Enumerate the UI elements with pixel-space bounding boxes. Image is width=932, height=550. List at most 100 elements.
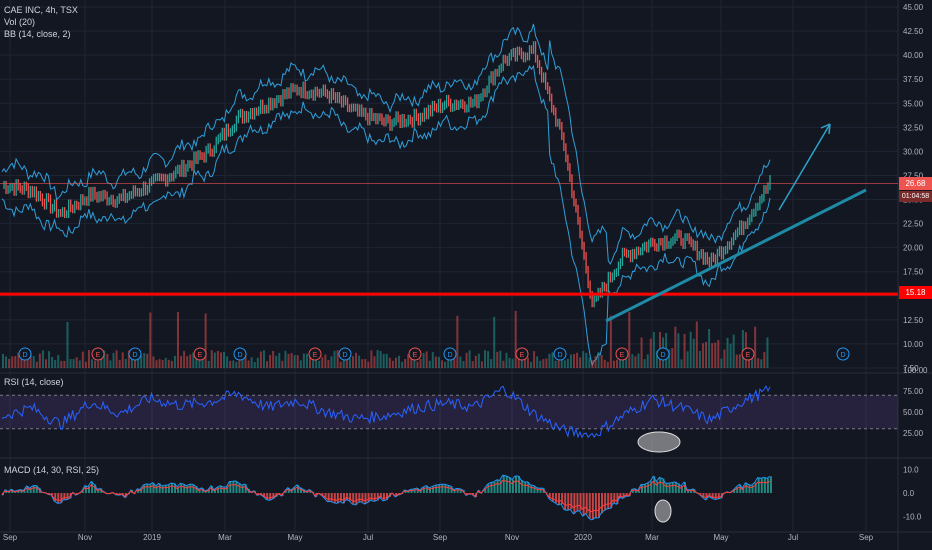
volume-bar (628, 312, 631, 368)
volume-bar (63, 360, 66, 368)
price-tick-label: 22.50 (903, 220, 924, 229)
macd-histogram-bar (429, 487, 432, 493)
macd-histogram-bar (349, 493, 352, 501)
volume-bar (20, 353, 23, 368)
volume-bar (566, 358, 569, 368)
macd-histogram-bar (659, 477, 662, 493)
volume-bar (539, 360, 542, 368)
macd-histogram-bar (554, 493, 557, 503)
symbol-line[interactable]: CAE INC, 4h, TSX (4, 5, 78, 15)
macd-histogram-bar (167, 485, 170, 493)
macd-histogram-bar (739, 484, 742, 493)
bar-countdown: 01:04:58 (899, 191, 932, 202)
volume-bar (698, 350, 701, 368)
macd-histogram-bar (232, 481, 235, 493)
macd-histogram-bar (754, 482, 757, 493)
volume-bar (293, 355, 296, 368)
macd-histogram-bar (453, 489, 456, 493)
macd-histogram-bar (170, 483, 173, 493)
volume-bar (143, 352, 146, 368)
macd-histogram-bar (177, 486, 180, 493)
macd-histogram-bar (573, 493, 576, 514)
earnings-marker (443, 347, 457, 361)
time-tick-label: May (713, 533, 728, 542)
volume-bar (161, 359, 164, 368)
volume-bar (186, 356, 189, 368)
volume-bar (75, 357, 78, 368)
volume-bar (754, 326, 757, 368)
earnings-marker-label: D (237, 352, 242, 359)
earnings-marker (18, 347, 32, 361)
macd-histogram-bar (515, 476, 518, 493)
volume-label[interactable]: Vol (20) (4, 17, 36, 27)
volume-bar (339, 361, 342, 368)
volume-bar (677, 333, 680, 368)
volume-bar (219, 352, 222, 368)
volume-bar (520, 360, 523, 368)
volume-bar (333, 350, 336, 368)
volume-bar (652, 331, 655, 368)
volume-bar (244, 352, 247, 368)
macd-histogram-bar (521, 480, 524, 493)
volume-bar (41, 350, 44, 368)
macd-histogram-bar (91, 481, 94, 493)
macd-histogram-bar (459, 488, 462, 493)
volume-bar (477, 353, 480, 368)
volume-bar (342, 356, 345, 368)
earnings-marker-label: D (840, 352, 845, 359)
macd-legend[interactable]: MACD (14, 30, RSI, 25) (4, 464, 99, 476)
volume-bar (155, 360, 158, 368)
volume-bar (238, 360, 241, 368)
volume-bar (701, 343, 704, 368)
macd-histogram-bar (588, 493, 591, 519)
macd-histogram-bar (235, 480, 238, 493)
volume-bar (84, 361, 87, 368)
rsi-tick-label: 100.00 (903, 366, 928, 375)
volume-bar (606, 361, 609, 368)
volume-bar (612, 360, 615, 368)
earnings-marker (408, 347, 422, 361)
macd-histogram-bar (435, 485, 438, 493)
macd-histogram-bar (591, 493, 594, 520)
rsi-line (1, 384, 771, 439)
volume-bar (72, 359, 75, 368)
volume-bar (441, 360, 444, 368)
volume-bar (60, 360, 63, 368)
volume-bar (284, 350, 287, 368)
bb-label[interactable]: BB (14, close, 2) (4, 29, 71, 39)
volume-bar (287, 353, 290, 368)
macd-histogram-bar (346, 493, 349, 500)
macd-histogram-bar (742, 488, 745, 493)
earnings-marker-label: E (96, 352, 101, 359)
time-tick-label: Nov (505, 533, 519, 542)
macd-tick-label: 10.0 (903, 466, 919, 475)
macd-histogram-bar (644, 484, 647, 493)
rsi-legend[interactable]: RSI (14, close) (4, 376, 64, 388)
macd-histogram-bar (352, 493, 355, 505)
bollinger-upper-band (1, 23, 771, 265)
macd-histogram-bar (213, 489, 216, 493)
volume-bar (643, 359, 646, 368)
projection-arrow-head (820, 123, 831, 135)
macd-histogram-bar (290, 490, 293, 493)
volume-bar (385, 353, 388, 368)
volume-bar (100, 355, 103, 368)
volume-bar (290, 352, 293, 368)
macd-histogram-bar (14, 491, 17, 493)
volume-bar (741, 329, 744, 368)
volume-bar (229, 360, 232, 368)
macd-histogram-bar (502, 475, 505, 493)
macd-histogram-bar (186, 485, 189, 493)
volume-bar (569, 354, 572, 368)
macd-histogram-bar (530, 484, 533, 493)
time-tick-label: Mar (645, 533, 659, 542)
volume-bar (216, 350, 219, 368)
volume-bar (364, 358, 367, 368)
volume-bar (717, 339, 720, 368)
rsi-tick-label: 75.00 (903, 387, 924, 396)
macd-histogram-bar (763, 477, 766, 493)
volume-bar (66, 321, 69, 368)
volume-bar (674, 326, 677, 368)
volume-bar (505, 352, 508, 368)
